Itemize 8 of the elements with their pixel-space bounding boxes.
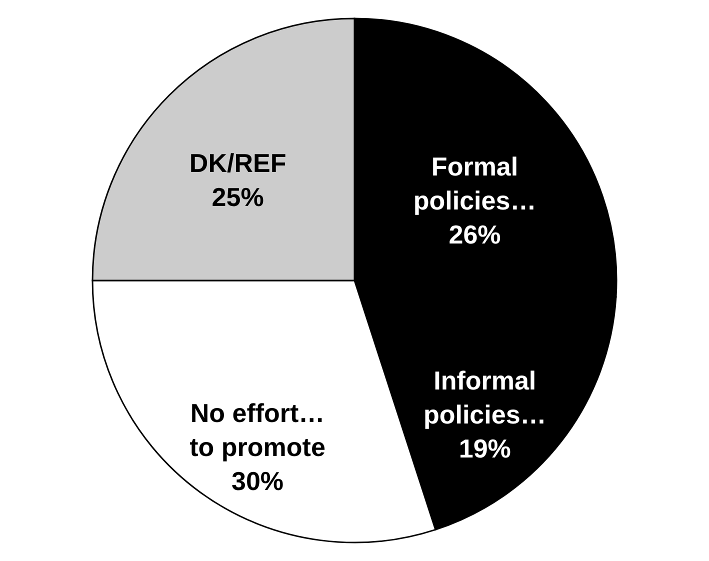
data-label: 26% bbox=[448, 220, 501, 250]
slice-label: Informal policies… bbox=[423, 366, 546, 430]
data-label: 19% bbox=[458, 434, 511, 464]
data-label: 30% bbox=[231, 466, 284, 496]
slice-label: No effort… to promote bbox=[190, 398, 326, 462]
data-label: 25% bbox=[212, 182, 264, 212]
slice-label: Formal policies… bbox=[413, 152, 536, 216]
slice-label: DK/REF bbox=[189, 148, 286, 178]
